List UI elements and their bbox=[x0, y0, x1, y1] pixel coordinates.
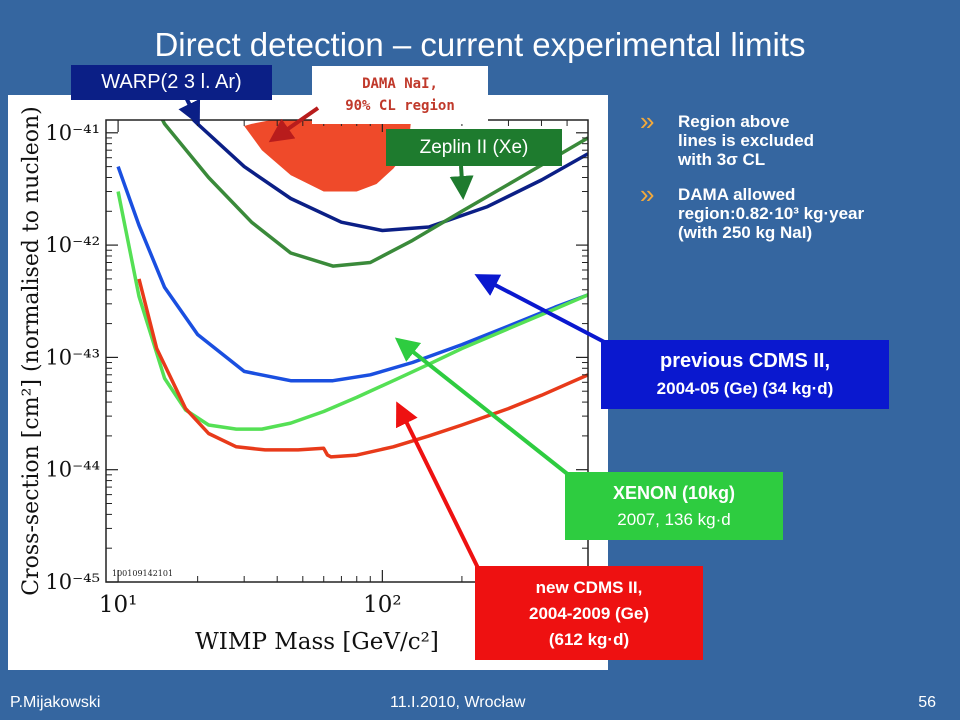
xenon-label-line-2: 2007, 136 kg·d bbox=[617, 510, 731, 530]
dama-label-line-2: 90% CL region bbox=[345, 98, 455, 114]
previous-cdms-label: previous CDMS II, 2004-05 (Ge) (34 kg·d) bbox=[601, 340, 889, 409]
warp-curve bbox=[191, 120, 588, 233]
y-tick-label: 10⁻⁴³ bbox=[45, 345, 100, 369]
bullet-text: Region above lines is excluded with 3σ C… bbox=[678, 112, 950, 169]
y-tick-label: 10⁻⁴² bbox=[45, 233, 100, 257]
bullet-line: with 3σ CL bbox=[678, 150, 766, 169]
y-tick-label: 10⁻⁴¹ bbox=[45, 121, 100, 145]
bullet-dama-region: » DAMA allowed region:0.82·10³ kg·year (… bbox=[640, 179, 950, 242]
bullet-excluded-region: » Region above lines is excluded with 3σ… bbox=[640, 106, 950, 169]
footer-page-number: 56 bbox=[918, 694, 936, 711]
footer-author: P.Mijakowski bbox=[10, 694, 101, 711]
new-cdms-label: new CDMS II, 2004-2009 (Ge) (612 kg·d) bbox=[475, 566, 703, 660]
new-cdms-label-line-1: new CDMS II, bbox=[535, 578, 643, 597]
y-axis-label: Cross-section [cm²] (normalised to nucle… bbox=[19, 106, 44, 595]
x-axis-label: WIMP Mass [GeV/c²] bbox=[195, 629, 439, 655]
bullet-line: Region above bbox=[678, 112, 790, 131]
previous-cdms-curve bbox=[116, 166, 588, 383]
x-tick-label: 10¹ bbox=[99, 592, 138, 618]
xenon-label-line-1: XENON (10kg) bbox=[612, 483, 736, 503]
slide-title: Direct detection – current experimental … bbox=[154, 26, 806, 63]
y-tick-label: 10⁻⁴⁴ bbox=[45, 458, 100, 482]
bullet-list: » Region above lines is excluded with 3σ… bbox=[640, 106, 950, 258]
xenon-label: XENON (10kg) 2007, 136 kg·d bbox=[565, 472, 783, 540]
xenon-curve bbox=[116, 191, 588, 431]
bullet-line: lines is excluded bbox=[678, 131, 815, 150]
y-tick-label: 10⁻⁴⁵ bbox=[45, 570, 100, 594]
bullet-line: (with 250 kg NaI) bbox=[678, 223, 813, 242]
warp-label: WARP(2.3 l. Ar) bbox=[71, 65, 272, 100]
bullet-mark: » bbox=[640, 106, 655, 136]
bullet-mark: » bbox=[640, 179, 655, 209]
plot-id: 100109142101 bbox=[112, 569, 173, 578]
zeplin-label: Zeplin II (Xe) bbox=[386, 129, 562, 166]
previous-cdms-label-line-2: 2004-05 (Ge) (34 kg·d) bbox=[656, 379, 834, 398]
bullet-line: DAMA allowed bbox=[678, 185, 796, 204]
new-cdms-label-line-3: (612 kg·d) bbox=[548, 630, 630, 649]
new-cdms-curve bbox=[137, 278, 588, 459]
bullet-text: DAMA allowed region:0.82·10³ kg·year (wi… bbox=[678, 185, 950, 242]
x-tick-label: 10² bbox=[363, 592, 402, 618]
zeplin-curve bbox=[160, 120, 588, 268]
dama-label-line-1: DAMA NaI, bbox=[362, 76, 438, 92]
bullet-line: region:0.82·10³ kg·year bbox=[678, 204, 865, 223]
dama-label: DAMA NaI, 90% CL region bbox=[312, 66, 488, 124]
footer-date-place: 11.I.2010, Wrocław bbox=[390, 694, 526, 711]
previous-cdms-label-line-1: previous CDMS II, bbox=[659, 350, 831, 372]
new-cdms-label-line-2: 2004-2009 (Ge) bbox=[528, 604, 650, 623]
